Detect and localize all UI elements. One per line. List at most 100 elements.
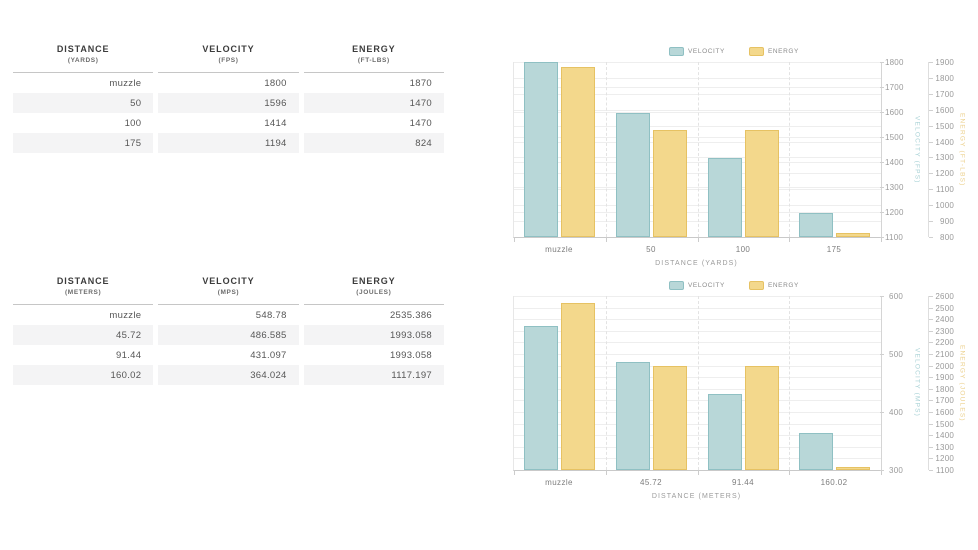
table-cell: 1414 — [264, 117, 287, 129]
axis-tick-label: 1600 — [885, 108, 904, 117]
gridline-vertical — [789, 62, 790, 237]
velocity-axis: 600 500 400 300 — [880, 292, 904, 475]
axis-tick-label: 1800 — [935, 385, 954, 394]
x-tick-label: 50 — [646, 245, 656, 254]
energy-bar — [745, 366, 779, 470]
velocity-swatch — [668, 281, 684, 290]
axis-tick-label: 500 — [889, 350, 903, 359]
legend-item-energy[interactable]: ENERGY — [748, 47, 799, 56]
velocity-axis: 1800 1700 1600 1500 1400 1300 1200 1100 — [880, 58, 904, 242]
ballistics-table-yards: DISTANCE (YARDS) VELOCITY (FPS) ENERGY (FT-LB… — [8, 36, 449, 153]
axis-tick-label: 1300 — [935, 153, 954, 162]
x-tick-label: muzzle — [545, 245, 573, 254]
table-cell: 431.097 — [250, 349, 287, 361]
energy-axis-title: ENERGY (FT-LBS) — [958, 112, 966, 187]
table-cell: 100 — [124, 117, 142, 129]
gridline-vertical — [606, 62, 607, 237]
x-axis-tick — [789, 470, 790, 475]
axis-tick-label: 1200 — [935, 169, 954, 178]
axis-tick-label: 1400 — [935, 138, 954, 147]
x-axis-tick — [606, 470, 607, 475]
x-tick-labels: muzzle 50 100 175 — [513, 245, 880, 256]
energy-axis: 1900 1800 1700 1600 1500 1400 1300 1200 1100 1000… — [928, 58, 955, 242]
chart-distance-meters: VELOCITY ENERGY muzzle 45.72 91.44 160.02 D… — [490, 272, 978, 506]
axis-tick-label: 1200 — [885, 208, 904, 217]
axis-tick-mark — [929, 389, 933, 390]
gridline — [514, 389, 881, 390]
axis-tick-mark — [929, 142, 933, 143]
axis-tick-mark — [929, 424, 933, 425]
column-header-energy: ENERGY (JOULES) — [303, 268, 444, 305]
axis-tick-mark — [929, 296, 933, 297]
legend-item-velocity[interactable]: VELOCITY — [668, 47, 725, 56]
axis-tick-mark — [929, 377, 933, 378]
gridline — [514, 112, 881, 113]
column-header-distance: DISTANCE (METERS) — [13, 268, 154, 305]
velocity-bar — [616, 113, 650, 237]
velocity-axis-title: VELOCITY (FPS) — [913, 115, 921, 184]
velocity-bar — [799, 433, 833, 470]
axis-tick-label: 1400 — [935, 431, 954, 440]
axis-tick-label: 1900 — [935, 373, 954, 382]
x-tick-label: 175 — [826, 245, 842, 254]
table-cell: 1596 — [158, 93, 299, 113]
ballistics-table-meters: DISTANCE (METERS) VELOCITY (MPS) ENERGY (JOUL… — [8, 268, 449, 385]
table-cell: 175 — [13, 133, 154, 153]
velocity-bar — [524, 62, 558, 237]
gridline-vertical — [698, 62, 699, 237]
table-cell: 1870 — [409, 77, 432, 89]
table-cell: 1470 — [409, 117, 432, 129]
column-unit: (FPS) — [218, 57, 239, 64]
column-header-distance: DISTANCE (YARDS) — [13, 36, 154, 73]
axis-tick-mark — [929, 110, 933, 111]
axis-tick-mark — [929, 447, 933, 448]
legend-item-energy[interactable]: ENERGY — [748, 281, 799, 290]
chart-legend: VELOCITY ENERGY — [490, 281, 978, 290]
table-cell: 1117.197 — [303, 365, 444, 385]
axis-tick-label: 2400 — [935, 315, 954, 324]
table-cell: 91.44 — [116, 349, 142, 361]
axis-tick-mark — [929, 308, 933, 309]
axis-tick-mark — [929, 319, 933, 320]
axis-tick-mark — [929, 331, 933, 332]
axis-tick-label: 300 — [889, 466, 903, 475]
axis-tick-label: 1700 — [935, 90, 954, 99]
gridline — [514, 87, 881, 88]
gridline — [514, 126, 881, 127]
x-axis-tick — [881, 470, 882, 475]
axis-tick-label: 900 — [940, 217, 954, 226]
axis-tick-mark — [929, 342, 933, 343]
axis-tick-label: 1000 — [935, 201, 954, 210]
table-cell: 824 — [303, 133, 444, 153]
chart-distance-yards: VELOCITY ENERGY muzzle 50 100 175 DISTANCE … — [490, 38, 978, 272]
gridline-vertical — [698, 296, 699, 470]
table-header: DISTANCE (YARDS) VELOCITY (FPS) ENERGY (FT-LB… — [13, 36, 444, 73]
axis-tick-label: 1800 — [935, 74, 954, 83]
axis-tick-label: 1500 — [935, 420, 954, 429]
axis-tick-mark — [929, 435, 933, 436]
axis-tick-mark — [929, 221, 933, 222]
velocity-bar — [616, 362, 650, 470]
gridline — [514, 354, 881, 355]
energy-axis-title: ENERGY (JOULES) — [958, 344, 966, 422]
x-tick-label: 45.72 — [639, 478, 663, 487]
axis-tick-mark — [929, 78, 933, 79]
energy-bar — [561, 67, 595, 237]
energy-bar — [653, 366, 687, 470]
gridline — [514, 110, 881, 111]
column-unit: (JOULES) — [356, 289, 392, 296]
axis-tick-mark — [929, 205, 933, 206]
axis-tick-mark — [929, 366, 933, 367]
axis-tick-label: 1200 — [935, 454, 954, 463]
legend-item-velocity[interactable]: VELOCITY — [668, 281, 725, 290]
gridline — [514, 366, 881, 367]
axis-tick-label: 400 — [889, 408, 903, 417]
x-axis-tick — [514, 237, 515, 242]
legend-label-energy: ENERGY — [767, 282, 799, 289]
gridline — [514, 78, 881, 79]
column-unit: (YARDS) — [67, 57, 99, 64]
gridline — [514, 458, 881, 459]
x-axis-tick — [789, 237, 790, 242]
table-row: 100 1414 1470 — [13, 113, 444, 133]
